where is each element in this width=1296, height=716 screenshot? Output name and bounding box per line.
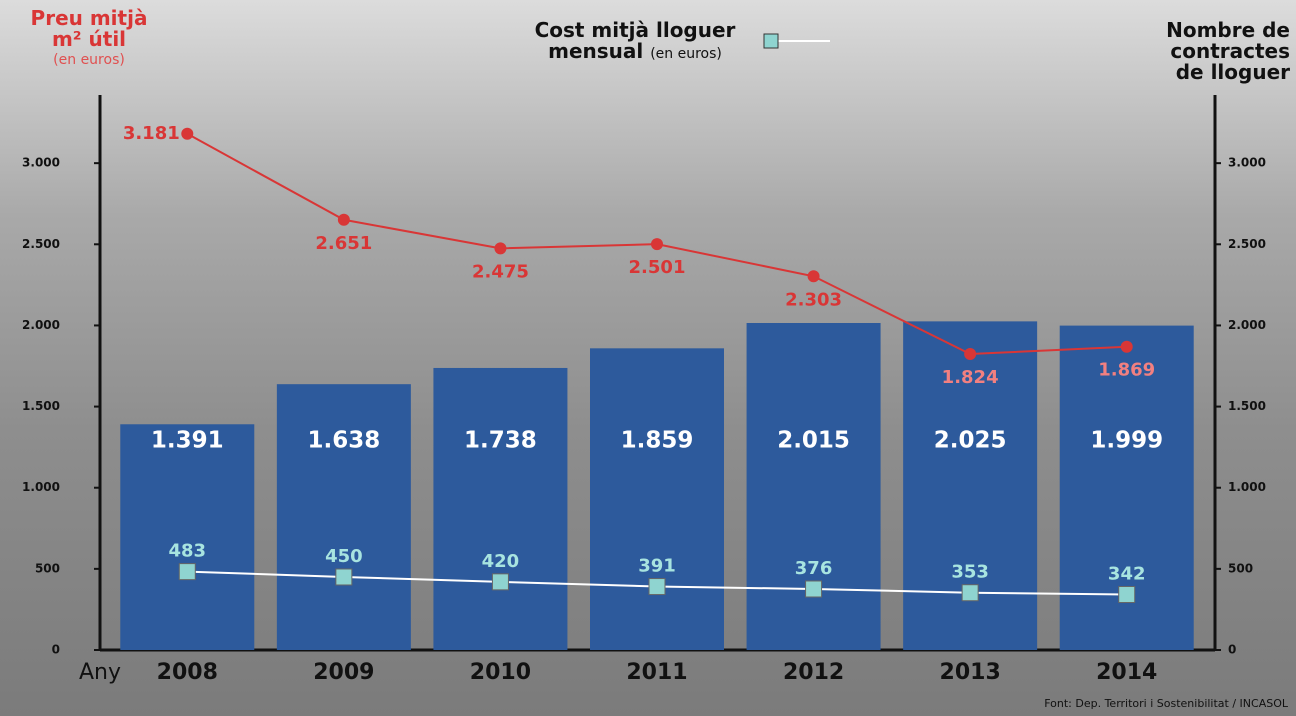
point-value-label: 1.869 xyxy=(1098,360,1155,381)
y-tick-label: 1.500 xyxy=(22,399,60,413)
point xyxy=(806,581,822,597)
y2-tick-label: 2.000 xyxy=(1228,318,1266,332)
chart-svg: 0 500 1.000 1.500 2.000 2.500 3.000 0 500 1.000 1.… xyxy=(0,0,1296,716)
point-value-label: 3.181 xyxy=(123,123,180,144)
point-value-label: 2.501 xyxy=(629,257,686,278)
point xyxy=(179,564,195,580)
y-tick-label: 1.000 xyxy=(22,480,60,494)
bar-value-label: 2.025 xyxy=(934,428,1007,454)
right-axis-title: Nombre de contractes de lloguer xyxy=(1140,20,1290,83)
y2-tick-label: 3.000 xyxy=(1228,156,1266,170)
left-axis-title: Preu mitjà m² útil (en euros) xyxy=(28,8,150,71)
bar xyxy=(120,424,254,650)
point xyxy=(492,574,508,590)
bar-value-label: 1.638 xyxy=(307,428,380,454)
y-tick-label: 2.500 xyxy=(22,237,60,251)
point xyxy=(338,214,350,226)
source: Font: Dep. Territori i Sostenibilitat / … xyxy=(1044,697,1289,710)
legend-marker xyxy=(764,34,778,48)
point-value-label: 342 xyxy=(1108,564,1146,585)
point-value-label: 2.651 xyxy=(315,233,372,254)
point xyxy=(964,348,976,360)
y2-tick-label: 1.000 xyxy=(1228,480,1266,494)
bar xyxy=(590,348,724,650)
legend-unit: (en euros) xyxy=(650,46,722,62)
point xyxy=(649,579,665,595)
point-value-label: 353 xyxy=(951,562,989,583)
point xyxy=(651,238,663,250)
y2-tick-label: 500 xyxy=(1228,561,1253,575)
point xyxy=(494,242,506,254)
point xyxy=(1119,587,1135,603)
point-value-label: 1.824 xyxy=(942,367,999,388)
point-value-label: 420 xyxy=(482,551,520,572)
y2-tick-label: 1.500 xyxy=(1228,399,1266,413)
bar-value-label: 2.015 xyxy=(777,428,850,454)
x-tick-label: 2013 xyxy=(940,660,1001,685)
bar xyxy=(433,368,567,650)
x-axis-label: Any xyxy=(79,660,121,685)
left-axis-unit: (en euros) xyxy=(28,50,150,71)
x-tick-label: 2008 xyxy=(157,660,218,685)
point-value-label: 391 xyxy=(638,556,676,577)
point xyxy=(181,128,193,140)
point xyxy=(962,585,978,601)
point xyxy=(1121,341,1133,353)
bar-value-label: 1.391 xyxy=(151,428,224,454)
bar xyxy=(277,384,411,650)
x-tick-label: 2010 xyxy=(470,660,531,685)
y-tick-label: 500 xyxy=(35,561,60,575)
bar-value-label: 1.999 xyxy=(1090,428,1163,454)
chart: 0 500 1.000 1.500 2.000 2.500 3.000 0 500 1.000 1.… xyxy=(0,0,1296,716)
point-value-label: 2.303 xyxy=(785,289,842,310)
x-tick-label: 2009 xyxy=(313,660,374,685)
y2-tick-label: 0 xyxy=(1228,643,1236,657)
y-tick-label: 3.000 xyxy=(22,156,60,170)
bar-value-label: 1.738 xyxy=(464,428,537,454)
point-value-label: 2.475 xyxy=(472,261,529,282)
x-tick-label: 2012 xyxy=(783,660,844,685)
bar xyxy=(747,323,881,650)
x-tick-label: 2011 xyxy=(626,660,687,685)
point xyxy=(808,270,820,282)
point xyxy=(336,569,352,585)
legend-item: Cost mitjà lloguer mensual (en euros) xyxy=(520,20,750,65)
point-value-label: 450 xyxy=(325,546,363,567)
point-value-label: 483 xyxy=(168,541,206,562)
point-value-label: 376 xyxy=(795,558,833,579)
x-tick-label: 2014 xyxy=(1096,660,1157,685)
y-tick-label: 0 xyxy=(52,643,60,657)
y-tick-label: 2.000 xyxy=(22,318,60,332)
bar-value-label: 1.859 xyxy=(621,428,694,454)
y2-tick-label: 2.500 xyxy=(1228,237,1266,251)
left-axis-name: Preu mitjà m² útil xyxy=(28,8,150,50)
